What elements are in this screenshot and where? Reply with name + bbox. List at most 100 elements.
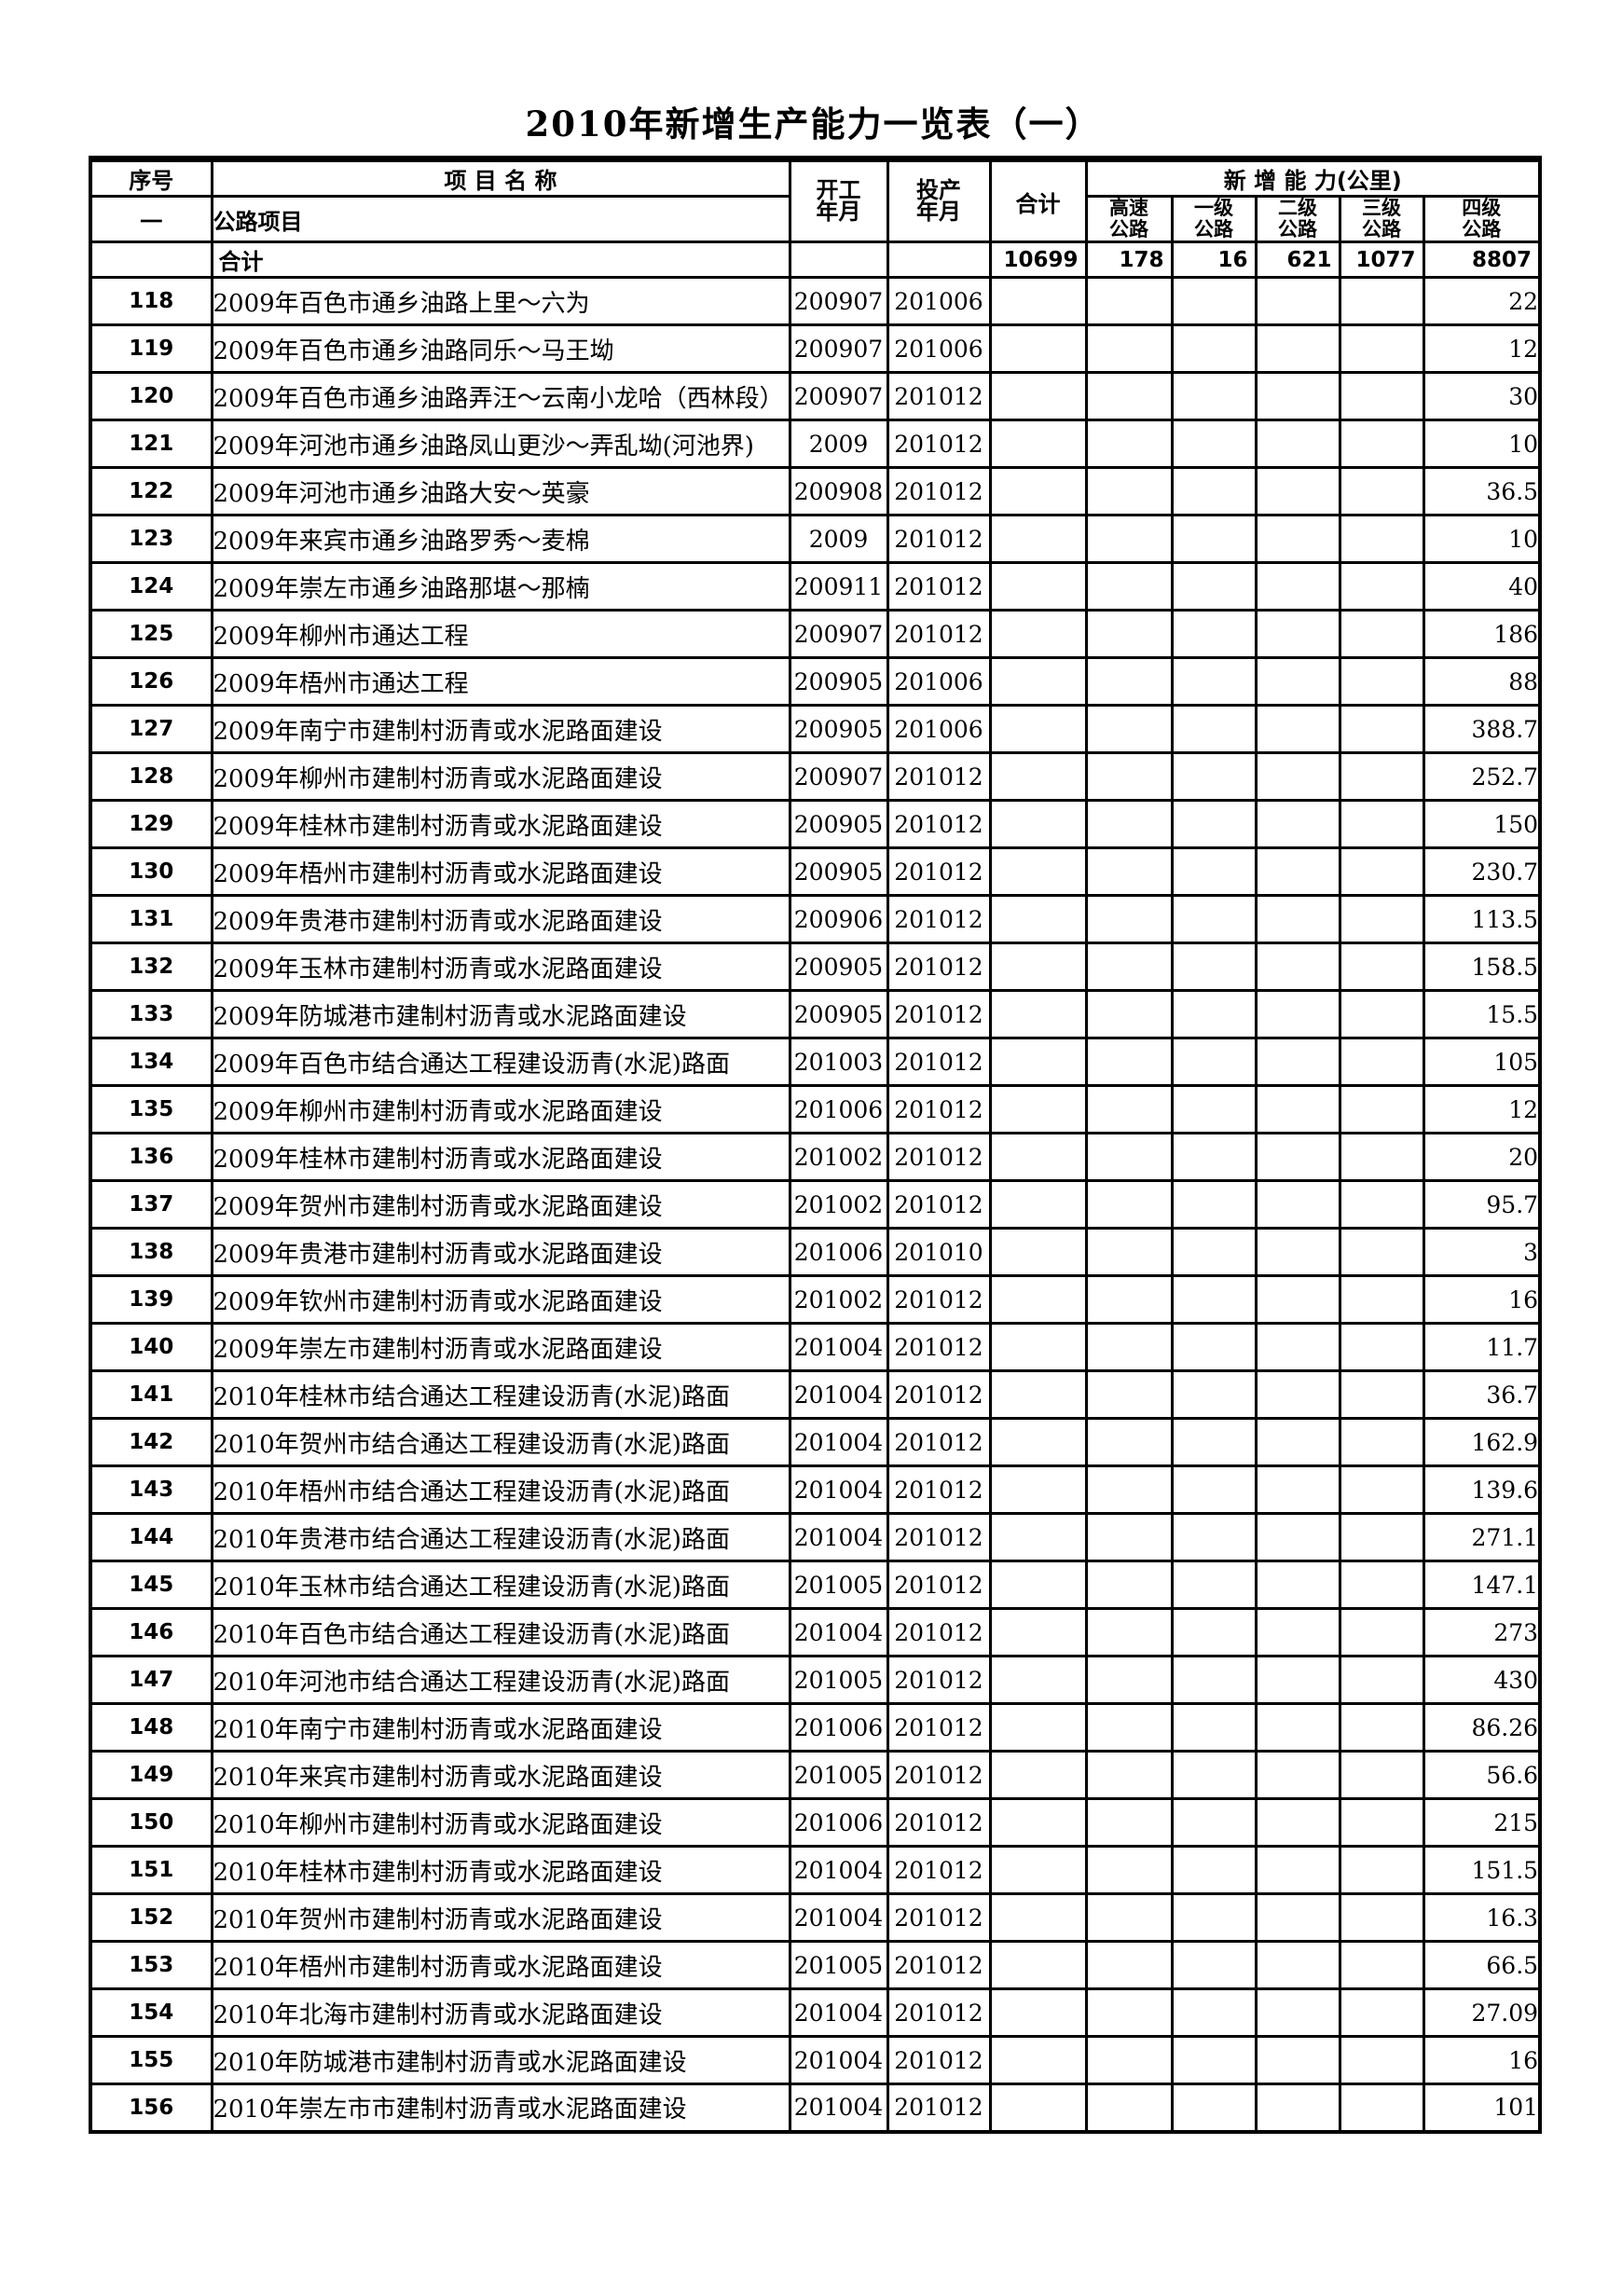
total-cell (988, 2035, 1088, 2085)
grade3-cell (1338, 894, 1425, 944)
production-date: 201012 (886, 1369, 992, 1420)
production-date: 201012 (886, 799, 992, 849)
expressway-cell (1084, 1560, 1174, 1610)
production-date: 201012 (886, 1084, 992, 1134)
table-row: 137 2009年贺州市建制村沥青或水泥路面建设 201002 201012 95.7 (89, 1179, 1542, 1230)
grade3-cell (1338, 1037, 1425, 1087)
start-date: 201004 (788, 2035, 889, 2085)
total-cell (988, 561, 1088, 612)
grade1-cell (1170, 1417, 1258, 1467)
production-date: 201012 (886, 846, 992, 897)
expressway-cell (1084, 1084, 1174, 1134)
grade1-cell (1170, 2035, 1258, 2085)
project-name: 2009年柳州市建制村沥青或水泥路面建设 (210, 1084, 791, 1134)
grade1-cell (1170, 1322, 1258, 1372)
grade3-cell (1338, 1084, 1425, 1134)
start-date: 201005 (788, 1940, 889, 1990)
table-row: 138 2009年贵港市建制村沥青或水泥路面建设 201006 201010 3 (89, 1227, 1542, 1277)
production-date: 201006 (886, 323, 992, 374)
project-name: 2009年玉林市建制村沥青或水泥路面建设 (210, 942, 791, 992)
grade1-cell (1170, 1274, 1258, 1325)
header-serial: 序号 (89, 158, 213, 198)
expressway-cell (1084, 1037, 1174, 1087)
grade2-cell (1254, 1560, 1341, 1610)
row-number: 148 (89, 1702, 213, 1753)
project-name: 2009年百色市通乡油路上里～六为 (210, 276, 791, 326)
production-date: 201006 (886, 276, 992, 326)
grade4-value: 3 (1422, 1227, 1542, 1277)
grade4-value: 230.7 (1422, 846, 1542, 897)
grade4-value: 139.6 (1422, 1464, 1542, 1515)
grade3-cell (1338, 1702, 1425, 1753)
grade2-cell (1254, 561, 1341, 612)
table-row: 124 2009年崇左市通乡油路那堪～那楠 200911 201012 40 (89, 561, 1542, 612)
grade4-value: 101 (1422, 2083, 1542, 2133)
grade1-cell (1170, 989, 1258, 1039)
start-date: 201005 (788, 1655, 889, 1705)
production-date: 201012 (886, 1940, 992, 1990)
production-date: 201012 (886, 371, 992, 421)
total-cell (988, 1227, 1088, 1277)
row-number: 134 (89, 1037, 213, 1087)
grade2-cell (1254, 656, 1341, 707)
total-cell (988, 2083, 1088, 2133)
total-cell (988, 1037, 1088, 1087)
total-cell (988, 1845, 1088, 1895)
total-cell (988, 894, 1088, 944)
grade2-cell (1254, 1750, 1341, 1800)
grade4-value: 66.5 (1422, 1940, 1542, 1990)
project-name: 2009年梧州市通达工程 (210, 656, 791, 707)
expressway-cell (1084, 1702, 1174, 1753)
grade1-cell (1170, 1132, 1258, 1182)
project-name: 2010年梧州市结合通达工程建设沥青(水泥)路面 (210, 1464, 791, 1515)
total-cell (988, 942, 1088, 992)
grade1-cell (1170, 751, 1258, 802)
grade1-cell (1170, 466, 1258, 516)
grade1-cell (1170, 656, 1258, 707)
project-name: 2009年防城港市建制村沥青或水泥路面建设 (210, 989, 791, 1039)
grade1-cell (1170, 371, 1258, 421)
grade3-cell (1338, 609, 1425, 659)
row-number: 153 (89, 1940, 213, 1990)
row-number: 120 (89, 371, 213, 421)
total-cell (988, 751, 1088, 802)
grade3-cell (1338, 704, 1425, 754)
grade2-cell (1254, 1322, 1341, 1372)
start-date: 201005 (788, 1750, 889, 1800)
total-cell (988, 989, 1088, 1039)
production-date: 201012 (886, 2083, 992, 2133)
grade1-cell (1170, 846, 1258, 897)
grade4-value: 36.7 (1422, 1369, 1542, 1420)
header-production-date: 投产 年月 (886, 158, 992, 243)
row-number: 124 (89, 561, 213, 612)
total-cell (988, 276, 1088, 326)
total-cell (988, 1132, 1088, 1182)
grade1-cell (1170, 1037, 1258, 1087)
grade3-cell (1338, 466, 1425, 516)
grade3-cell (1338, 1322, 1425, 1372)
start-date: 200905 (788, 799, 889, 849)
grade2-cell (1254, 1512, 1341, 1562)
grade2-cell (1254, 466, 1341, 516)
production-date: 201012 (886, 1845, 992, 1895)
grade3-cell (1338, 1417, 1425, 1467)
project-name: 2009年梧州市建制村沥青或水泥路面建设 (210, 846, 791, 897)
grade1-cell (1170, 419, 1258, 469)
total-cell (988, 1940, 1088, 1990)
project-name: 2009年河池市通乡油路大安～英豪 (210, 466, 791, 516)
grade1-cell (1170, 1179, 1258, 1230)
expressway-cell (1084, 1607, 1174, 1657)
row-number: 140 (89, 1322, 213, 1372)
grade2-cell (1254, 942, 1341, 992)
grade3-cell (1338, 1227, 1425, 1277)
production-date: 201012 (886, 1560, 992, 1610)
grade2-cell (1254, 1417, 1341, 1467)
total-row: 合计 10699 178 16 621 1077 8807 (89, 241, 1542, 279)
section-label: 公路项目 (210, 195, 791, 243)
row-number: 133 (89, 989, 213, 1039)
project-name: 2010年来宾市建制村沥青或水泥路面建设 (210, 1750, 791, 1800)
grade1-cell (1170, 2083, 1258, 2133)
row-number: 155 (89, 2035, 213, 2085)
total-sum-value: 10699 (988, 241, 1088, 279)
expressway-cell (1084, 1369, 1174, 1420)
